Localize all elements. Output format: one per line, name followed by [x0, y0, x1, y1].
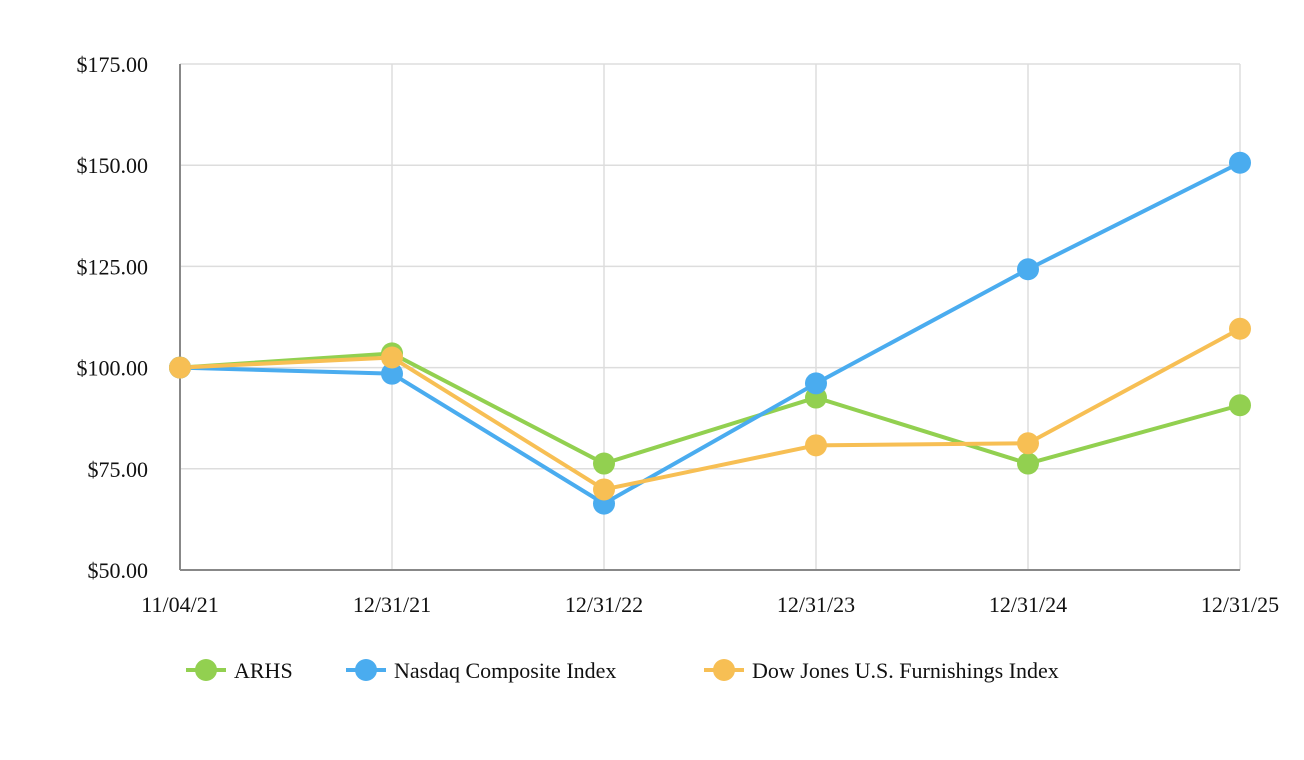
data-point	[1017, 432, 1039, 455]
data-point	[805, 434, 827, 457]
x-tick-label: 12/31/24	[989, 592, 1067, 617]
x-tick-label: 11/04/21	[141, 592, 218, 617]
data-point	[169, 356, 191, 379]
legend-label: Dow Jones U.S. Furnishings Index	[752, 658, 1059, 683]
x-tick-label: 12/31/21	[353, 592, 431, 617]
data-point	[381, 346, 403, 369]
y-tick-label: $175.00	[77, 52, 149, 77]
y-tick-label: $50.00	[88, 558, 149, 583]
x-tick-label: 12/31/23	[777, 592, 855, 617]
data-point	[1017, 258, 1039, 281]
data-point	[1229, 151, 1251, 174]
x-axis-ticks: 11/04/21 12/31/21 12/31/22 12/31/23 12/31/24…	[141, 592, 1279, 617]
x-tick-label: 12/31/25	[1201, 592, 1279, 617]
y-tick-label: $100.00	[77, 356, 149, 381]
legend-swatch-marker	[195, 659, 217, 681]
y-axis-ticks: $50.00 $75.00 $100.00 $125.00 $150.00 $175.00	[77, 52, 149, 583]
series-line-0	[179, 351, 1241, 466]
legend: ARHS Nasdaq Composite Index Dow Jones U.S.…	[186, 658, 1059, 683]
data-point	[593, 478, 615, 501]
series-group	[169, 151, 1251, 515]
y-tick-label: $150.00	[77, 153, 149, 178]
grid-lines	[180, 63, 1241, 570]
legend-label: Nasdaq Composite Index	[394, 658, 616, 683]
legend-swatch-marker	[713, 659, 735, 681]
series-line-2	[179, 326, 1241, 492]
data-point	[1017, 452, 1039, 475]
series-line-1	[179, 160, 1241, 506]
y-tick-label: $125.00	[77, 254, 149, 279]
x-tick-label: 12/31/22	[565, 592, 643, 617]
data-point	[805, 372, 827, 395]
data-point	[381, 362, 403, 385]
y-tick-label: $75.00	[88, 457, 149, 482]
legend-label: ARHS	[234, 658, 293, 683]
data-point	[593, 452, 615, 475]
axes	[179, 64, 1240, 571]
data-point	[1229, 317, 1251, 340]
legend-swatch-marker	[355, 659, 377, 681]
data-point	[1229, 394, 1251, 417]
